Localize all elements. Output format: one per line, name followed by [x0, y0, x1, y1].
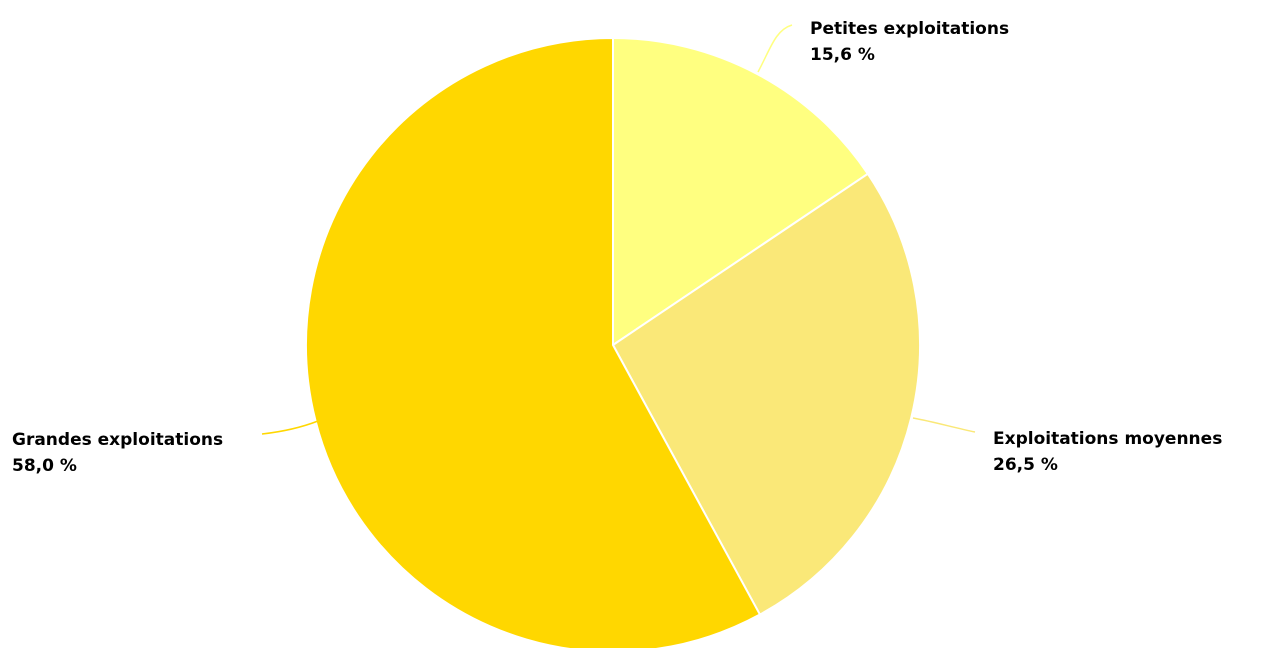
label-exploitations-moyennes-name: Exploitations moyennes — [993, 429, 1222, 449]
label-petites-exploitations-value: 15,6 % — [810, 45, 875, 65]
label-exploitations-moyennes-value: 26,5 % — [993, 455, 1058, 475]
connector-grandes-exploitations — [261, 420, 319, 435]
label-petites-exploitations: Petites exploitations 15,6 % — [810, 19, 1009, 65]
label-grandes-exploitations: Grandes exploitations 58,0 % — [12, 430, 223, 476]
label-exploitations-moyennes: Exploitations moyennes 26,5 % — [993, 429, 1222, 475]
pie-slice-grandes-exploitations — [305, 36, 762, 648]
pie-slice-exploitations-moyennes — [611, 172, 921, 616]
slices-layer — [305, 36, 921, 648]
pie-slice-petites-exploitations — [612, 36, 870, 347]
connectors-layer — [261, 24, 976, 435]
connector-exploitations-moyennes — [912, 417, 976, 433]
label-grandes-exploitations-name: Grandes exploitations — [12, 430, 223, 450]
connector-petites-exploitations — [757, 24, 793, 73]
label-petites-exploitations-name: Petites exploitations — [810, 19, 1009, 39]
label-grandes-exploitations-value: 58,0 % — [12, 456, 77, 476]
